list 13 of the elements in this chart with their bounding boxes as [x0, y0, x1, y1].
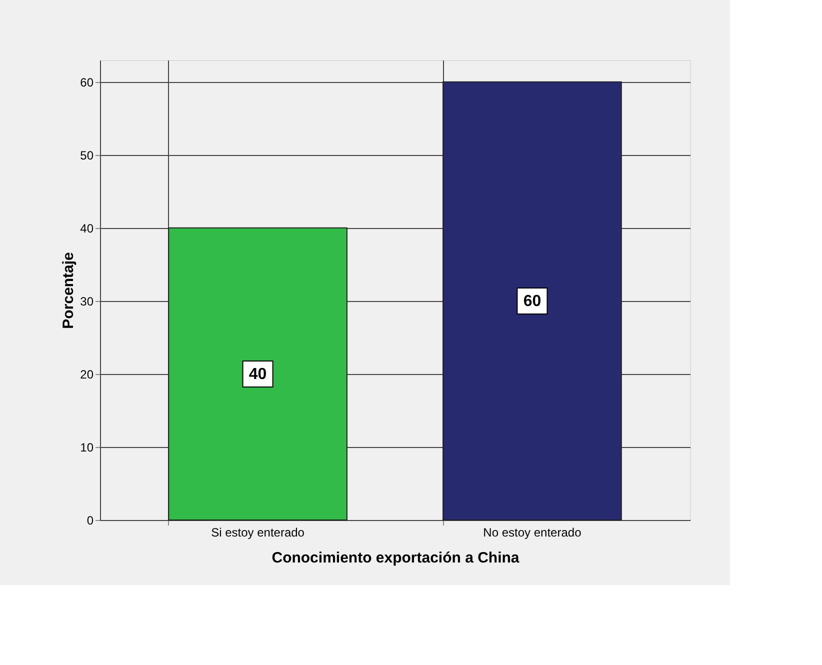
- data-label: 60: [523, 292, 542, 310]
- x-axis-title: Conocimiento exportación a China: [272, 550, 520, 566]
- y-tick-label: 20: [80, 367, 94, 382]
- y-axis-title: Porcentaje: [60, 252, 78, 329]
- y-tick-label: 0: [86, 514, 94, 528]
- y-tick-label: 60: [80, 75, 94, 90]
- y-tick-label: 40: [80, 221, 94, 236]
- x-tick-label: Si estoy enterado: [211, 526, 305, 540]
- y-tick-label: 50: [80, 148, 94, 162]
- data-label: 40: [248, 366, 267, 383]
- y-tick-label: 10: [80, 440, 94, 454]
- x-tick-label: No estoy enterado: [483, 526, 582, 540]
- y-tick-label: 30: [80, 294, 94, 308]
